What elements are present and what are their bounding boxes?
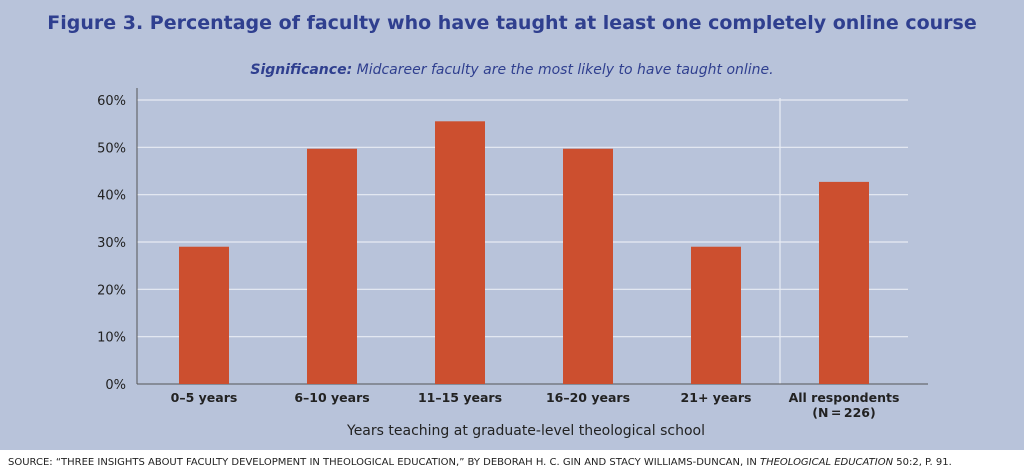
x-axis-label: Years teaching at graduate-level theolog… — [346, 423, 705, 439]
x-tick-label: 21+ years — [681, 390, 752, 405]
chart-panel: Figure 3. Percentage of faculty who have… — [0, 0, 1024, 450]
y-tick-label: 30% — [97, 236, 126, 251]
x-tick-label: All respondents — [789, 390, 900, 405]
y-tick-label: 40% — [97, 189, 126, 204]
subtitle-text: Midcareer faculty are the most likely to… — [352, 62, 774, 78]
bar — [691, 246, 741, 384]
bar — [435, 121, 485, 385]
x-tick-label: 6–10 years — [294, 390, 369, 405]
y-tick-label: 60% — [97, 94, 126, 109]
source-note: SOURCE: “THREE INSIGHTS ABOUT FACULTY DE… — [8, 457, 1018, 468]
bar — [563, 148, 613, 384]
y-tick-label: 20% — [97, 283, 126, 298]
bar — [179, 246, 229, 384]
chart-title: Figure 3. Percentage of faculty who have… — [47, 12, 977, 34]
x-tick-sublabel: (N = 226) — [812, 405, 875, 420]
source-journal: THEOLOGICAL EDUCATION — [759, 457, 894, 468]
bar-chart: 0% 10% 20% 30% 40% 50% 60% 0–5 years 6–10 years 1… — [97, 88, 928, 439]
bar — [819, 181, 869, 384]
chart-subtitle: Significance: Midcareer faculty are the … — [0, 62, 1024, 78]
x-tick-label: 16–20 years — [546, 390, 630, 405]
subtitle-lead: Significance: — [250, 62, 353, 78]
x-tick-label: 11–15 years — [418, 390, 502, 405]
x-tick-label: 0–5 years — [171, 390, 238, 405]
source-suffix: 50:2, P. 91. — [893, 457, 952, 468]
bar — [307, 148, 357, 384]
y-tick-label: 0% — [105, 378, 126, 393]
source-prefix: SOURCE: “THREE INSIGHTS ABOUT FACULTY DE… — [8, 457, 760, 468]
y-tick-label: 10% — [97, 331, 126, 346]
y-tick-label: 50% — [97, 141, 126, 156]
